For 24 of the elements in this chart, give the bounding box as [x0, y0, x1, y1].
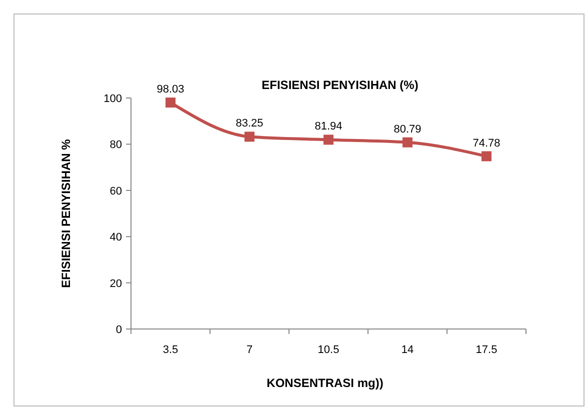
point	[166, 98, 176, 108]
y-tick-label: 40	[110, 232, 122, 244]
x-tick-label: 10.5	[318, 344, 340, 356]
data-label: 98.03	[156, 84, 184, 96]
point	[402, 137, 412, 148]
data-label: 80.79	[394, 123, 422, 136]
y-tick-label: 0	[116, 324, 122, 336]
y-tick-label: 60	[110, 185, 122, 198]
data-label: 74.78	[472, 137, 500, 150]
y-axis-title: EFISIENSI PENYISIHAN %	[59, 138, 73, 288]
y-tick-label: 100	[104, 93, 122, 105]
x-tick-label: 17.5	[476, 344, 498, 356]
x-tick-label: 14	[401, 344, 414, 356]
point	[482, 151, 492, 162]
point	[324, 134, 334, 145]
data-label: 81.94	[314, 120, 342, 133]
y-tick-label: 80	[110, 139, 122, 152]
y-tick-label: 20	[110, 278, 122, 290]
data-label: 83.25	[236, 118, 264, 130]
x-tick-label: 7	[246, 344, 253, 356]
chart-title: EFISIENSI PENYISIHAN (%)	[262, 78, 418, 92]
x-axis-title: KONSENTRASI mg))	[266, 376, 384, 390]
x-tick-label: 3.5	[162, 344, 178, 356]
point	[244, 132, 254, 142]
